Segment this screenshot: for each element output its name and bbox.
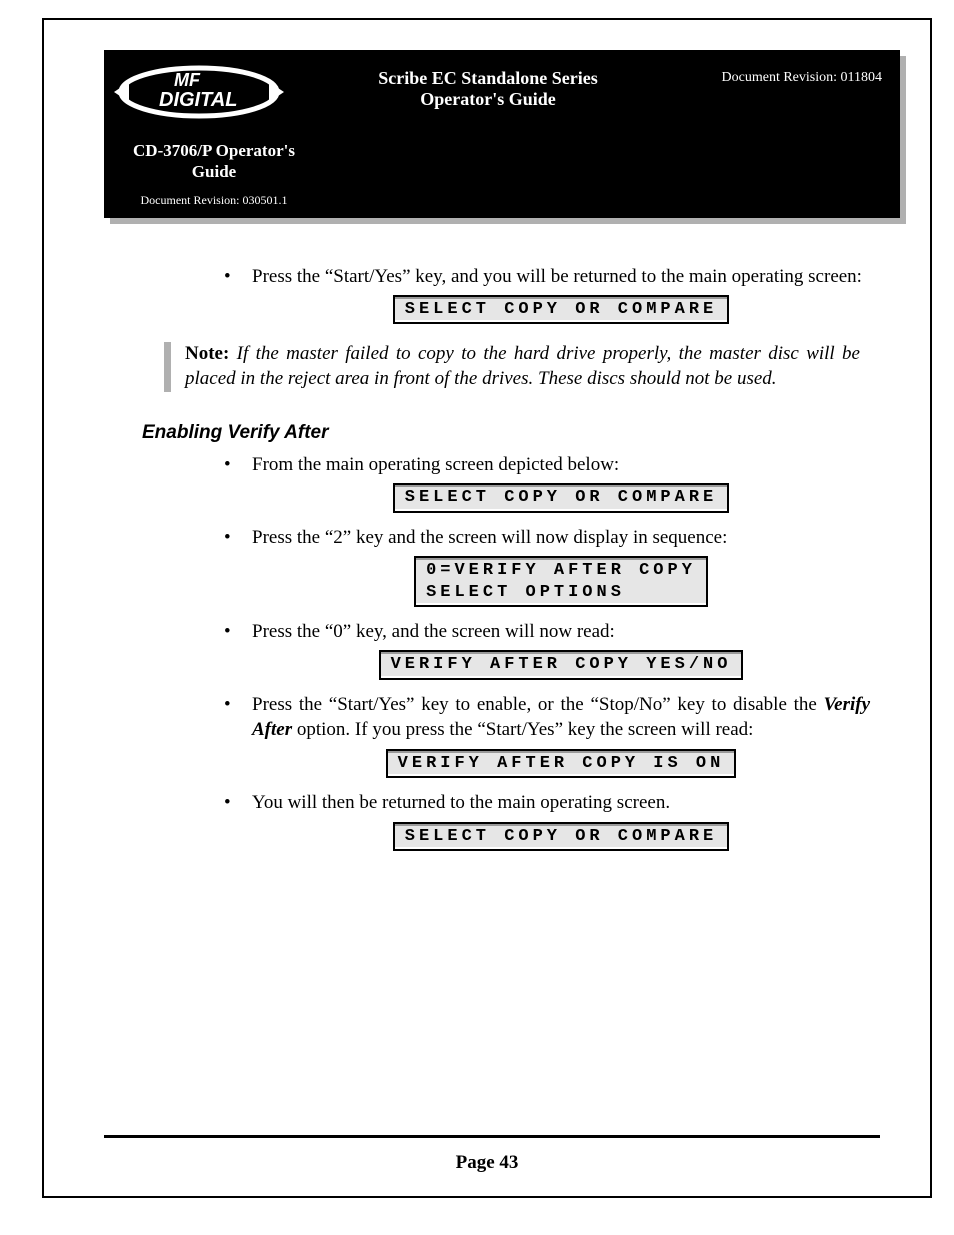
instruction-step: Press the “0” key, and the screen will n… [224, 619, 870, 680]
section-heading: Enabling Verify After [142, 422, 870, 444]
page-footer: Page 43 [44, 1135, 930, 1174]
instruction-step: You will then be returned to the main op… [224, 790, 870, 851]
page-number: Page 43 [44, 1152, 930, 1174]
header-revision: Document Revision: 011804 [692, 62, 882, 86]
sub-header-revision: Document Revision: 030501.1 [114, 193, 314, 208]
doc-title-line1: Scribe EC Standalone Series [308, 68, 668, 89]
note-text: Note: If the master failed to copy to th… [185, 342, 870, 391]
lcd-display: VERIFY AFTER COPY YES/NO [379, 650, 744, 679]
instruction-step: Press the “Start/Yes” key, and you will … [224, 264, 870, 325]
note-body: If the master failed to copy to the hard… [185, 343, 860, 389]
step-text: Press the “0” key, and the screen will n… [252, 621, 615, 642]
lcd-display: VERIFY AFTER COPY IS ON [386, 749, 737, 778]
step-text: You will then be returned to the main op… [252, 792, 670, 813]
bullet-block-2: From the main operating screen depicted … [224, 452, 870, 851]
sub-header-title: CD-3706/P Operator's Guide [114, 140, 314, 183]
mf-digital-logo: MF DIGITAL [114, 62, 284, 122]
instruction-step: Press the “2” key and the screen will no… [224, 525, 870, 607]
header-row: MF DIGITAL Scribe EC Standalone Series O… [114, 62, 882, 122]
lcd-display: SELECT COPY OR COMPARE [393, 483, 729, 512]
step-text-a: Press the “Start/Yes” key to enable, or … [252, 694, 824, 715]
footer-rule [104, 1135, 880, 1138]
lcd-display: 0=VERIFY AFTER COPY SELECT OPTIONS [414, 556, 708, 607]
content-area: Press the “Start/Yes” key, and you will … [44, 218, 930, 852]
note-sidebar [164, 342, 171, 391]
logo-text-bottom: DIGITAL [159, 89, 238, 111]
doc-title-line2: Operator's Guide [308, 89, 668, 110]
logo-icon: MF DIGITAL [114, 62, 284, 122]
note-block: Note: If the master failed to copy to th… [164, 342, 870, 391]
step-text: From the main operating screen depicted … [252, 454, 619, 475]
bullet-block-1: Press the “Start/Yes” key, and you will … [224, 264, 870, 325]
instruction-step: From the main operating screen depicted … [224, 452, 870, 513]
logo-text-top: MF [174, 70, 201, 90]
lcd-display: SELECT COPY OR COMPARE [393, 822, 729, 851]
document-header: MF DIGITAL Scribe EC Standalone Series O… [104, 50, 900, 218]
instruction-step: Press the “Start/Yes” key to enable, or … [224, 692, 870, 779]
header-center: Scribe EC Standalone Series Operator's G… [308, 62, 668, 110]
lcd-display: SELECT COPY OR COMPARE [393, 295, 729, 324]
step-text: Press the “Start/Yes” key, and you will … [252, 266, 862, 287]
note-label: Note: [185, 343, 229, 364]
step-text: Press the “2” key and the screen will no… [252, 527, 727, 548]
page-frame: MF DIGITAL Scribe EC Standalone Series O… [42, 18, 932, 1198]
sub-header: CD-3706/P Operator's Guide Document Revi… [114, 140, 314, 208]
step-text-b: option. If you press the “Start/Yes” key… [292, 719, 753, 740]
